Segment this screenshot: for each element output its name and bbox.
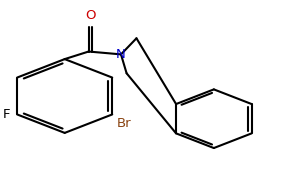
Text: N: N (116, 48, 126, 61)
Text: Br: Br (117, 117, 131, 130)
Text: O: O (85, 9, 96, 22)
Text: F: F (3, 108, 10, 121)
